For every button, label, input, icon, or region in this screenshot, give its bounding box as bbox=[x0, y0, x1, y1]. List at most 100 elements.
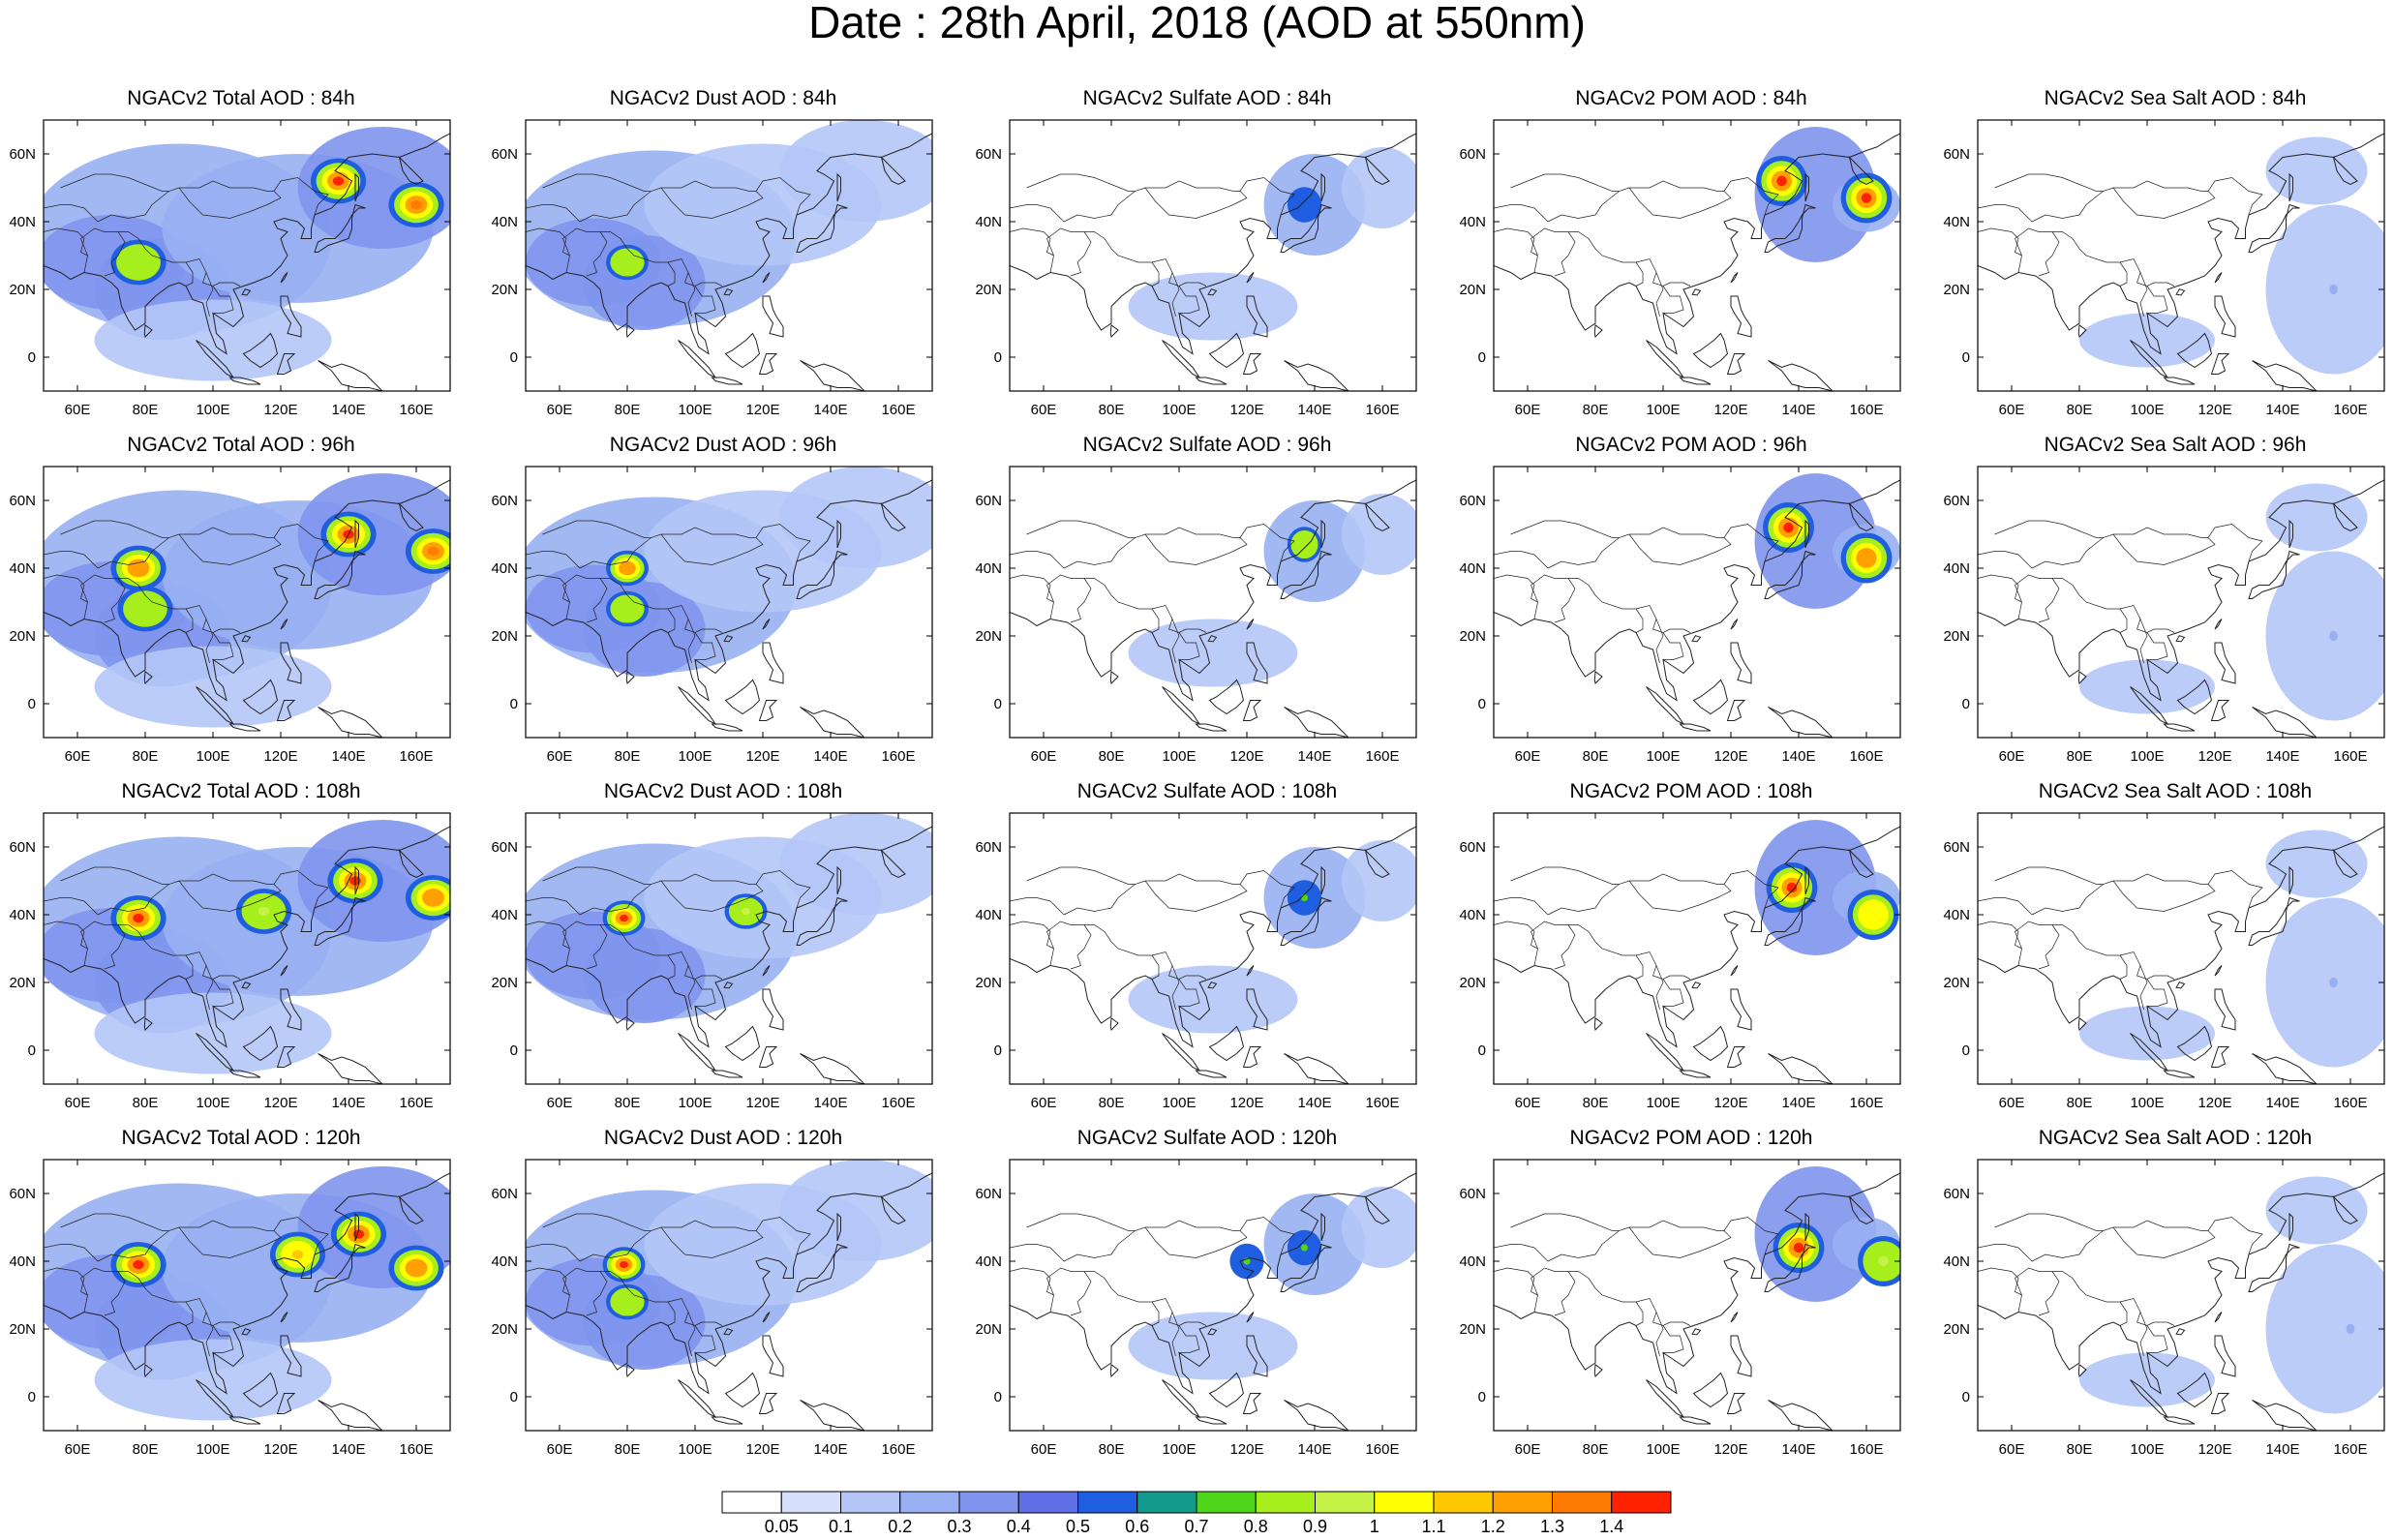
colorbar-label: 0.05 bbox=[765, 1517, 799, 1535]
aod-hotspot bbox=[133, 257, 143, 266]
aod-hotspot bbox=[1862, 553, 1872, 562]
x-tick-label: 140E bbox=[1781, 1441, 1815, 1458]
y-tick-label: 40N bbox=[1943, 214, 1970, 230]
aod-plume bbox=[1129, 273, 1298, 341]
colorbar-swatch bbox=[1137, 1492, 1197, 1513]
x-tick-label: 160E bbox=[399, 402, 433, 418]
y-tick-label: 0 bbox=[510, 1042, 518, 1059]
aod-hotspot bbox=[428, 893, 439, 902]
colorbar-swatch bbox=[900, 1492, 959, 1513]
aod-field bbox=[512, 120, 950, 391]
colorbar-swatch bbox=[1612, 1492, 1671, 1513]
y-tick-label: 20N bbox=[9, 282, 36, 298]
x-tick-label: 100E bbox=[1646, 1441, 1680, 1458]
aod-hotspot bbox=[2329, 631, 2338, 641]
x-tick-label: 60E bbox=[1999, 402, 2025, 418]
y-tick-label: 60N bbox=[975, 839, 1002, 856]
y-tick-label: 0 bbox=[1478, 349, 1486, 366]
colorbar-swatch bbox=[841, 1492, 900, 1513]
y-tick-label: 40N bbox=[9, 214, 36, 230]
aod-hotspot bbox=[1794, 1243, 1804, 1253]
x-tick-label: 100E bbox=[678, 748, 712, 765]
aod-hotspot bbox=[133, 914, 143, 922]
colorbar-label: 1.2 bbox=[1481, 1517, 1505, 1535]
colorbar-label: 0.2 bbox=[888, 1517, 912, 1535]
aod-field bbox=[27, 813, 468, 1084]
x-tick-label: 60E bbox=[1999, 1095, 2025, 1111]
x-tick-label: 80E bbox=[1583, 748, 1609, 765]
colorbar-swatch bbox=[1493, 1492, 1552, 1513]
y-tick-label: 40N bbox=[491, 1253, 518, 1270]
x-tick-label: 60E bbox=[1515, 748, 1541, 765]
colorbar-swatch bbox=[1316, 1492, 1375, 1513]
x-tick-label: 140E bbox=[1297, 402, 1331, 418]
x-tick-label: 120E bbox=[1229, 1095, 1263, 1111]
x-tick-label: 60E bbox=[547, 1095, 573, 1111]
aod-hotspot bbox=[428, 547, 439, 556]
x-tick-label: 100E bbox=[1162, 402, 1196, 418]
x-tick-label: 140E bbox=[813, 1095, 847, 1111]
x-tick-label: 80E bbox=[2067, 1441, 2093, 1458]
y-tick-label: 20N bbox=[975, 975, 1002, 991]
aod-hotspot bbox=[2329, 978, 2338, 987]
y-tick-label: 40N bbox=[9, 907, 36, 923]
x-tick-label: 60E bbox=[1999, 748, 2025, 765]
y-tick-label: 40N bbox=[1459, 907, 1486, 923]
x-tick-label: 60E bbox=[547, 402, 573, 418]
y-tick-label: 0 bbox=[510, 1389, 518, 1405]
y-tick-label: 60N bbox=[9, 839, 36, 856]
y-tick-label: 20N bbox=[491, 628, 518, 645]
aod-hotspot bbox=[1301, 201, 1308, 208]
y-tick-label: 40N bbox=[1459, 214, 1486, 230]
y-tick-label: 0 bbox=[1962, 1389, 1970, 1405]
x-tick-label: 140E bbox=[1297, 1095, 1331, 1111]
y-tick-label: 0 bbox=[28, 349, 36, 366]
aod-plume bbox=[2079, 1007, 2215, 1061]
aod-plume bbox=[1129, 1313, 1298, 1380]
x-tick-label: 140E bbox=[2265, 748, 2299, 765]
x-tick-label: 160E bbox=[1365, 1095, 1399, 1111]
x-tick-label: 60E bbox=[65, 1095, 91, 1111]
x-tick-label: 60E bbox=[1515, 1441, 1541, 1458]
y-tick-label: 0 bbox=[1478, 1389, 1486, 1405]
x-tick-label: 80E bbox=[615, 1095, 641, 1111]
x-tick-label: 100E bbox=[196, 1441, 229, 1458]
aod-hotspot bbox=[1878, 1256, 1889, 1266]
x-tick-label: 100E bbox=[2130, 1095, 2164, 1111]
aod-plume bbox=[2079, 660, 2215, 714]
x-tick-label: 80E bbox=[615, 1441, 641, 1458]
y-tick-label: 20N bbox=[1459, 628, 1486, 645]
y-tick-label: 60N bbox=[1459, 839, 1486, 856]
y-tick-label: 60N bbox=[491, 146, 518, 163]
y-tick-label: 0 bbox=[28, 1389, 36, 1405]
x-tick-label: 120E bbox=[1229, 748, 1263, 765]
x-tick-label: 80E bbox=[1583, 1095, 1609, 1111]
x-tick-label: 80E bbox=[1583, 1441, 1609, 1458]
x-tick-label: 60E bbox=[1031, 1095, 1057, 1111]
aod-hotspot bbox=[742, 908, 750, 915]
x-tick-label: 160E bbox=[881, 402, 915, 418]
x-tick-label: 60E bbox=[1031, 402, 1057, 418]
aod-plume bbox=[2266, 484, 2368, 552]
y-tick-label: 60N bbox=[491, 1186, 518, 1202]
aod-hotspot bbox=[2329, 285, 2338, 294]
aod-plume bbox=[95, 1340, 332, 1421]
y-tick-label: 20N bbox=[491, 282, 518, 298]
aod-plume bbox=[780, 813, 950, 915]
y-tick-label: 40N bbox=[1943, 907, 1970, 923]
